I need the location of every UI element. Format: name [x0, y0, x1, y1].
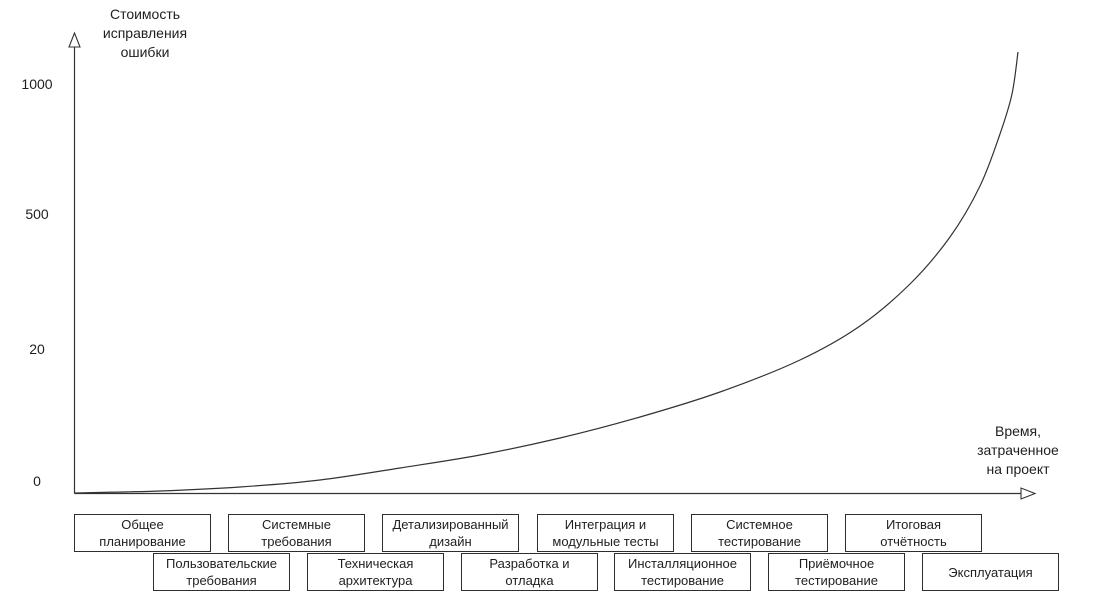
phase-box-top-5: Системное тестирование	[691, 514, 828, 552]
cost-curve	[74, 51, 1019, 494]
phase-box-bottom-4: Инсталляционное тестирование	[614, 553, 751, 591]
y-tick-label-500: 500	[25, 206, 49, 222]
phase-box-top-4: Интеграция и модульные тесты	[537, 514, 674, 552]
phase-box-bottom-6: Эксплуатация	[922, 553, 1059, 591]
phase-box-bottom-2: Техническая архитектура	[307, 553, 444, 591]
phase-box-bottom-5: Приёмочное тестирование	[768, 553, 905, 591]
y-tick-label-0: 0	[33, 473, 41, 489]
phase-box-top-2: Системные требования	[228, 514, 365, 552]
phase-box-top-3: Детализированный дизайн	[382, 514, 519, 552]
x-axis-arrow-icon	[1020, 487, 1037, 500]
y-axis-arrow-icon	[68, 31, 81, 48]
phase-box-top-1: Общее планирование	[74, 514, 211, 552]
phase-box-bottom-1: Пользовательские требования	[153, 553, 290, 591]
x-axis-title: Время, затраченное на проект	[977, 423, 1059, 477]
y-tick-label-1000: 1000	[21, 76, 53, 92]
y-tick-label-20: 20	[29, 341, 45, 357]
phase-box-top-6: Итоговая отчётность	[845, 514, 982, 552]
y-axis-title: Стоимость исправления ошибки	[102, 6, 188, 60]
phase-box-bottom-3: Разработка и отладка	[461, 553, 598, 591]
